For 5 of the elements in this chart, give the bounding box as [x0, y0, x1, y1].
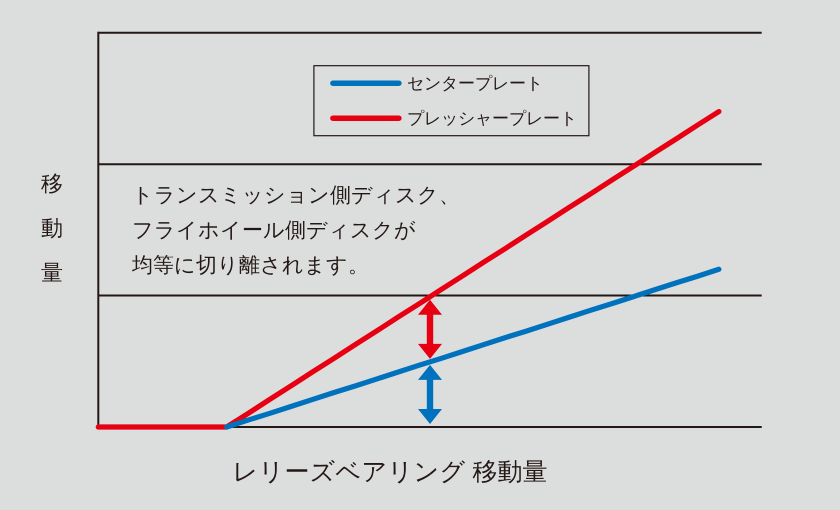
x-axis-title: レリーズベアリング 移動量: [232, 458, 548, 486]
y-axis-title: 移動量: [41, 171, 63, 285]
legend-label: プレッシャープレート: [406, 109, 577, 128]
legend-label: センタープレート: [406, 74, 543, 94]
annotation: トランスミッション側ディスク、フライホイール側ディスクが均等に切り離されます。: [131, 184, 460, 277]
